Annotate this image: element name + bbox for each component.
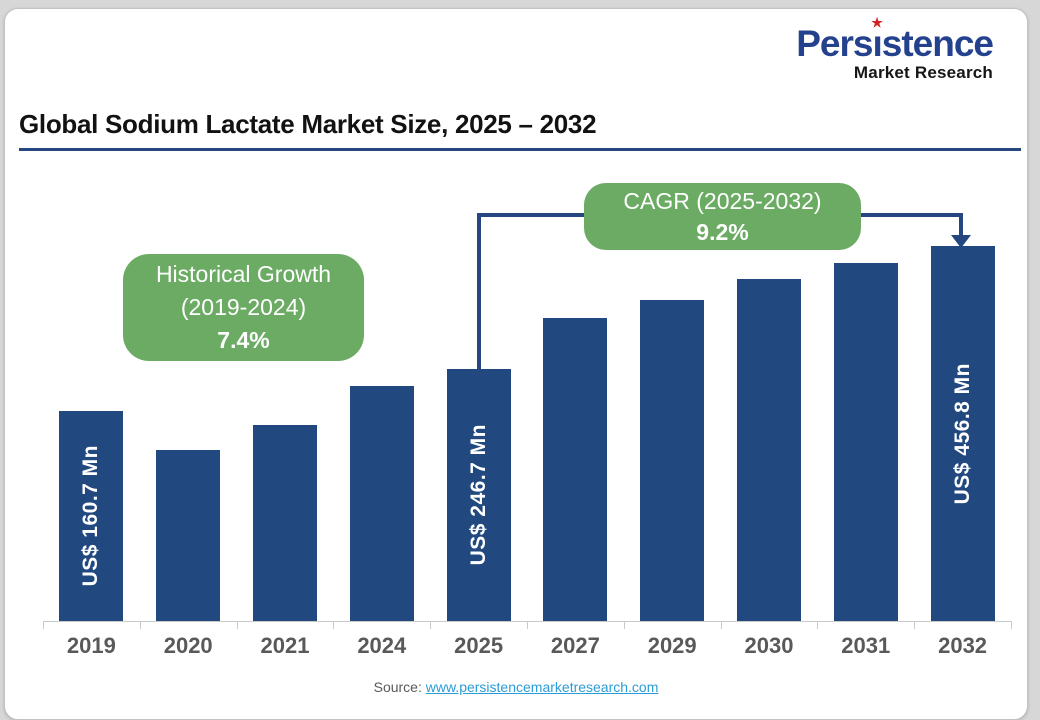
x-axis-label-2021: 2021 xyxy=(260,633,310,658)
x-axis-label-2032: 2032 xyxy=(938,633,988,658)
bar-value-label-2025: US$ 246.7 Mn xyxy=(466,424,490,566)
bar-2027 xyxy=(543,318,608,621)
x-axis-label-2029: 2029 xyxy=(647,633,697,658)
bar-column-2031 xyxy=(817,246,914,621)
cagr-bracket-left-horizontal xyxy=(477,213,584,217)
historical-growth-value: 7.4% xyxy=(217,327,270,353)
bar-column-2025: US$ 246.7 Mn xyxy=(430,246,527,621)
axis-tick xyxy=(139,621,141,629)
bar-column-2021 xyxy=(237,246,334,621)
x-axis-label-2020: 2020 xyxy=(163,633,213,658)
bar-column-2024 xyxy=(333,246,430,621)
bar-column-2030 xyxy=(721,246,818,621)
bar-column-2027 xyxy=(527,246,624,621)
cagr-bracket-right-horizontal xyxy=(859,213,963,217)
historical-growth-callout: Historical Growth (2019-2024) 7.4% xyxy=(123,254,364,361)
logo-brand-text: Persı ★ stence xyxy=(796,15,994,64)
bar-2025: US$ 246.7 Mn xyxy=(446,369,511,621)
x-axis xyxy=(43,621,1012,629)
bar-2030 xyxy=(736,279,801,621)
source-link[interactable]: www.persistencemarketresearch.com xyxy=(425,679,659,695)
bar-2024 xyxy=(349,386,414,621)
bar-column-2029 xyxy=(624,246,721,621)
x-axis-label-2030: 2030 xyxy=(744,633,794,658)
bar-2029 xyxy=(640,300,705,621)
axis-tick xyxy=(236,621,238,629)
title-underline xyxy=(19,148,1021,151)
cagr-bracket-left-vertical xyxy=(477,213,481,369)
source-label: Source: xyxy=(373,679,422,695)
axis-tick xyxy=(720,621,722,629)
bar-2019: US$ 160.7 Mn xyxy=(59,411,124,621)
chart-card: Persı ★ stence Market Research Global Sodi… xyxy=(4,8,1028,720)
x-axis-labels: 2019 2020 2021 2024 2025 2027 2029 2030 2031 2032 xyxy=(43,633,1011,659)
axis-tick xyxy=(817,621,819,629)
bars: US$ 160.7 Mn US$ 246.7 Mn US$ 456.8 Mn xyxy=(43,246,1011,621)
logo-star-icon: ★ xyxy=(871,15,883,30)
axis-tick xyxy=(623,621,625,629)
cagr-callout: CAGR (2025-2032) 9.2% xyxy=(584,183,861,250)
x-axis-label-2027: 2027 xyxy=(550,633,600,658)
axis-tick xyxy=(43,621,44,629)
bar-2031 xyxy=(833,263,898,621)
cagr-arrow-down-icon xyxy=(951,235,971,248)
x-axis-label-2019: 2019 xyxy=(66,633,116,658)
historical-growth-line2: (2019-2024) xyxy=(180,294,307,320)
bar-value-label-2032: US$ 456.8 Mn xyxy=(950,362,974,505)
cagr-line1: CAGR (2025-2032) xyxy=(623,188,822,214)
historical-growth-line1: Historical Growth xyxy=(155,261,332,287)
x-axis-label-2025: 2025 xyxy=(454,633,504,658)
bar-column-2019: US$ 160.7 Mn xyxy=(43,246,140,621)
bar-column-2032: US$ 456.8 Mn xyxy=(914,246,1011,621)
axis-tick xyxy=(430,621,432,629)
bar-value-label-2019: US$ 160.7 Mn xyxy=(79,445,103,587)
bar-2020 xyxy=(156,450,221,621)
source-line: Source: www.persistencemarketresearch.co… xyxy=(5,679,1027,695)
bar-2021 xyxy=(252,425,317,621)
persistence-market-research-logo: Persı ★ stence Market Research xyxy=(796,15,994,82)
logo-tagline: Market Research xyxy=(853,63,993,82)
bar-column-2020 xyxy=(140,246,237,621)
x-axis-label-2024: 2024 xyxy=(357,633,407,658)
axis-tick xyxy=(1011,621,1012,629)
cagr-bracket-right-vertical xyxy=(959,213,963,235)
cagr-value: 9.2% xyxy=(696,219,749,245)
axis-tick xyxy=(527,621,528,629)
chart-title: Global Sodium Lactate Market Size, 2025 … xyxy=(19,109,597,139)
axis-tick xyxy=(914,621,916,629)
bar-2032: US$ 456.8 Mn xyxy=(930,246,995,621)
axis-tick xyxy=(333,621,335,629)
x-axis-label-2031: 2031 xyxy=(841,633,891,658)
